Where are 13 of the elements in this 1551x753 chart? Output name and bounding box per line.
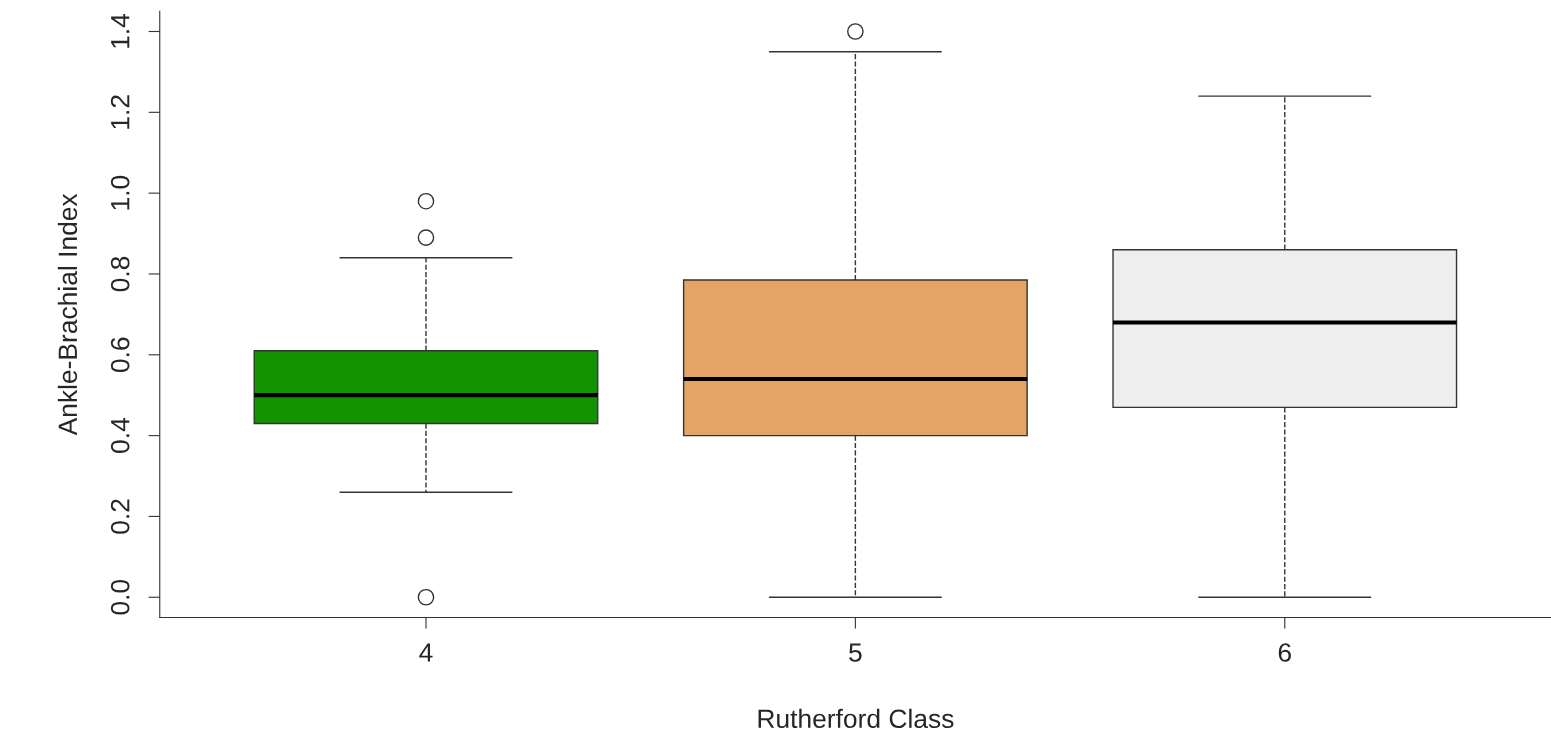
y-tick-label: 0.2 [110,499,130,534]
x-axis-title: Rutherford Class [758,708,954,729]
y-tick-label: 0.4 [110,418,130,453]
x-tick-label: 5 [849,643,862,662]
y-tick-label: 1.4 [111,13,130,48]
y-tick-label: 0.8 [110,256,130,292]
x-tick-label: 6 [1278,643,1291,662]
y-tick-label: 0.0 [110,579,130,615]
y-tick-label: 1.2 [110,95,130,129]
y-tick-label: 1.0 [110,175,130,210]
y-axis-title: Ankle-Brachial Index [57,193,78,436]
x-tick-label: 4 [419,643,433,662]
y-tick-label: 0.6 [110,337,130,373]
